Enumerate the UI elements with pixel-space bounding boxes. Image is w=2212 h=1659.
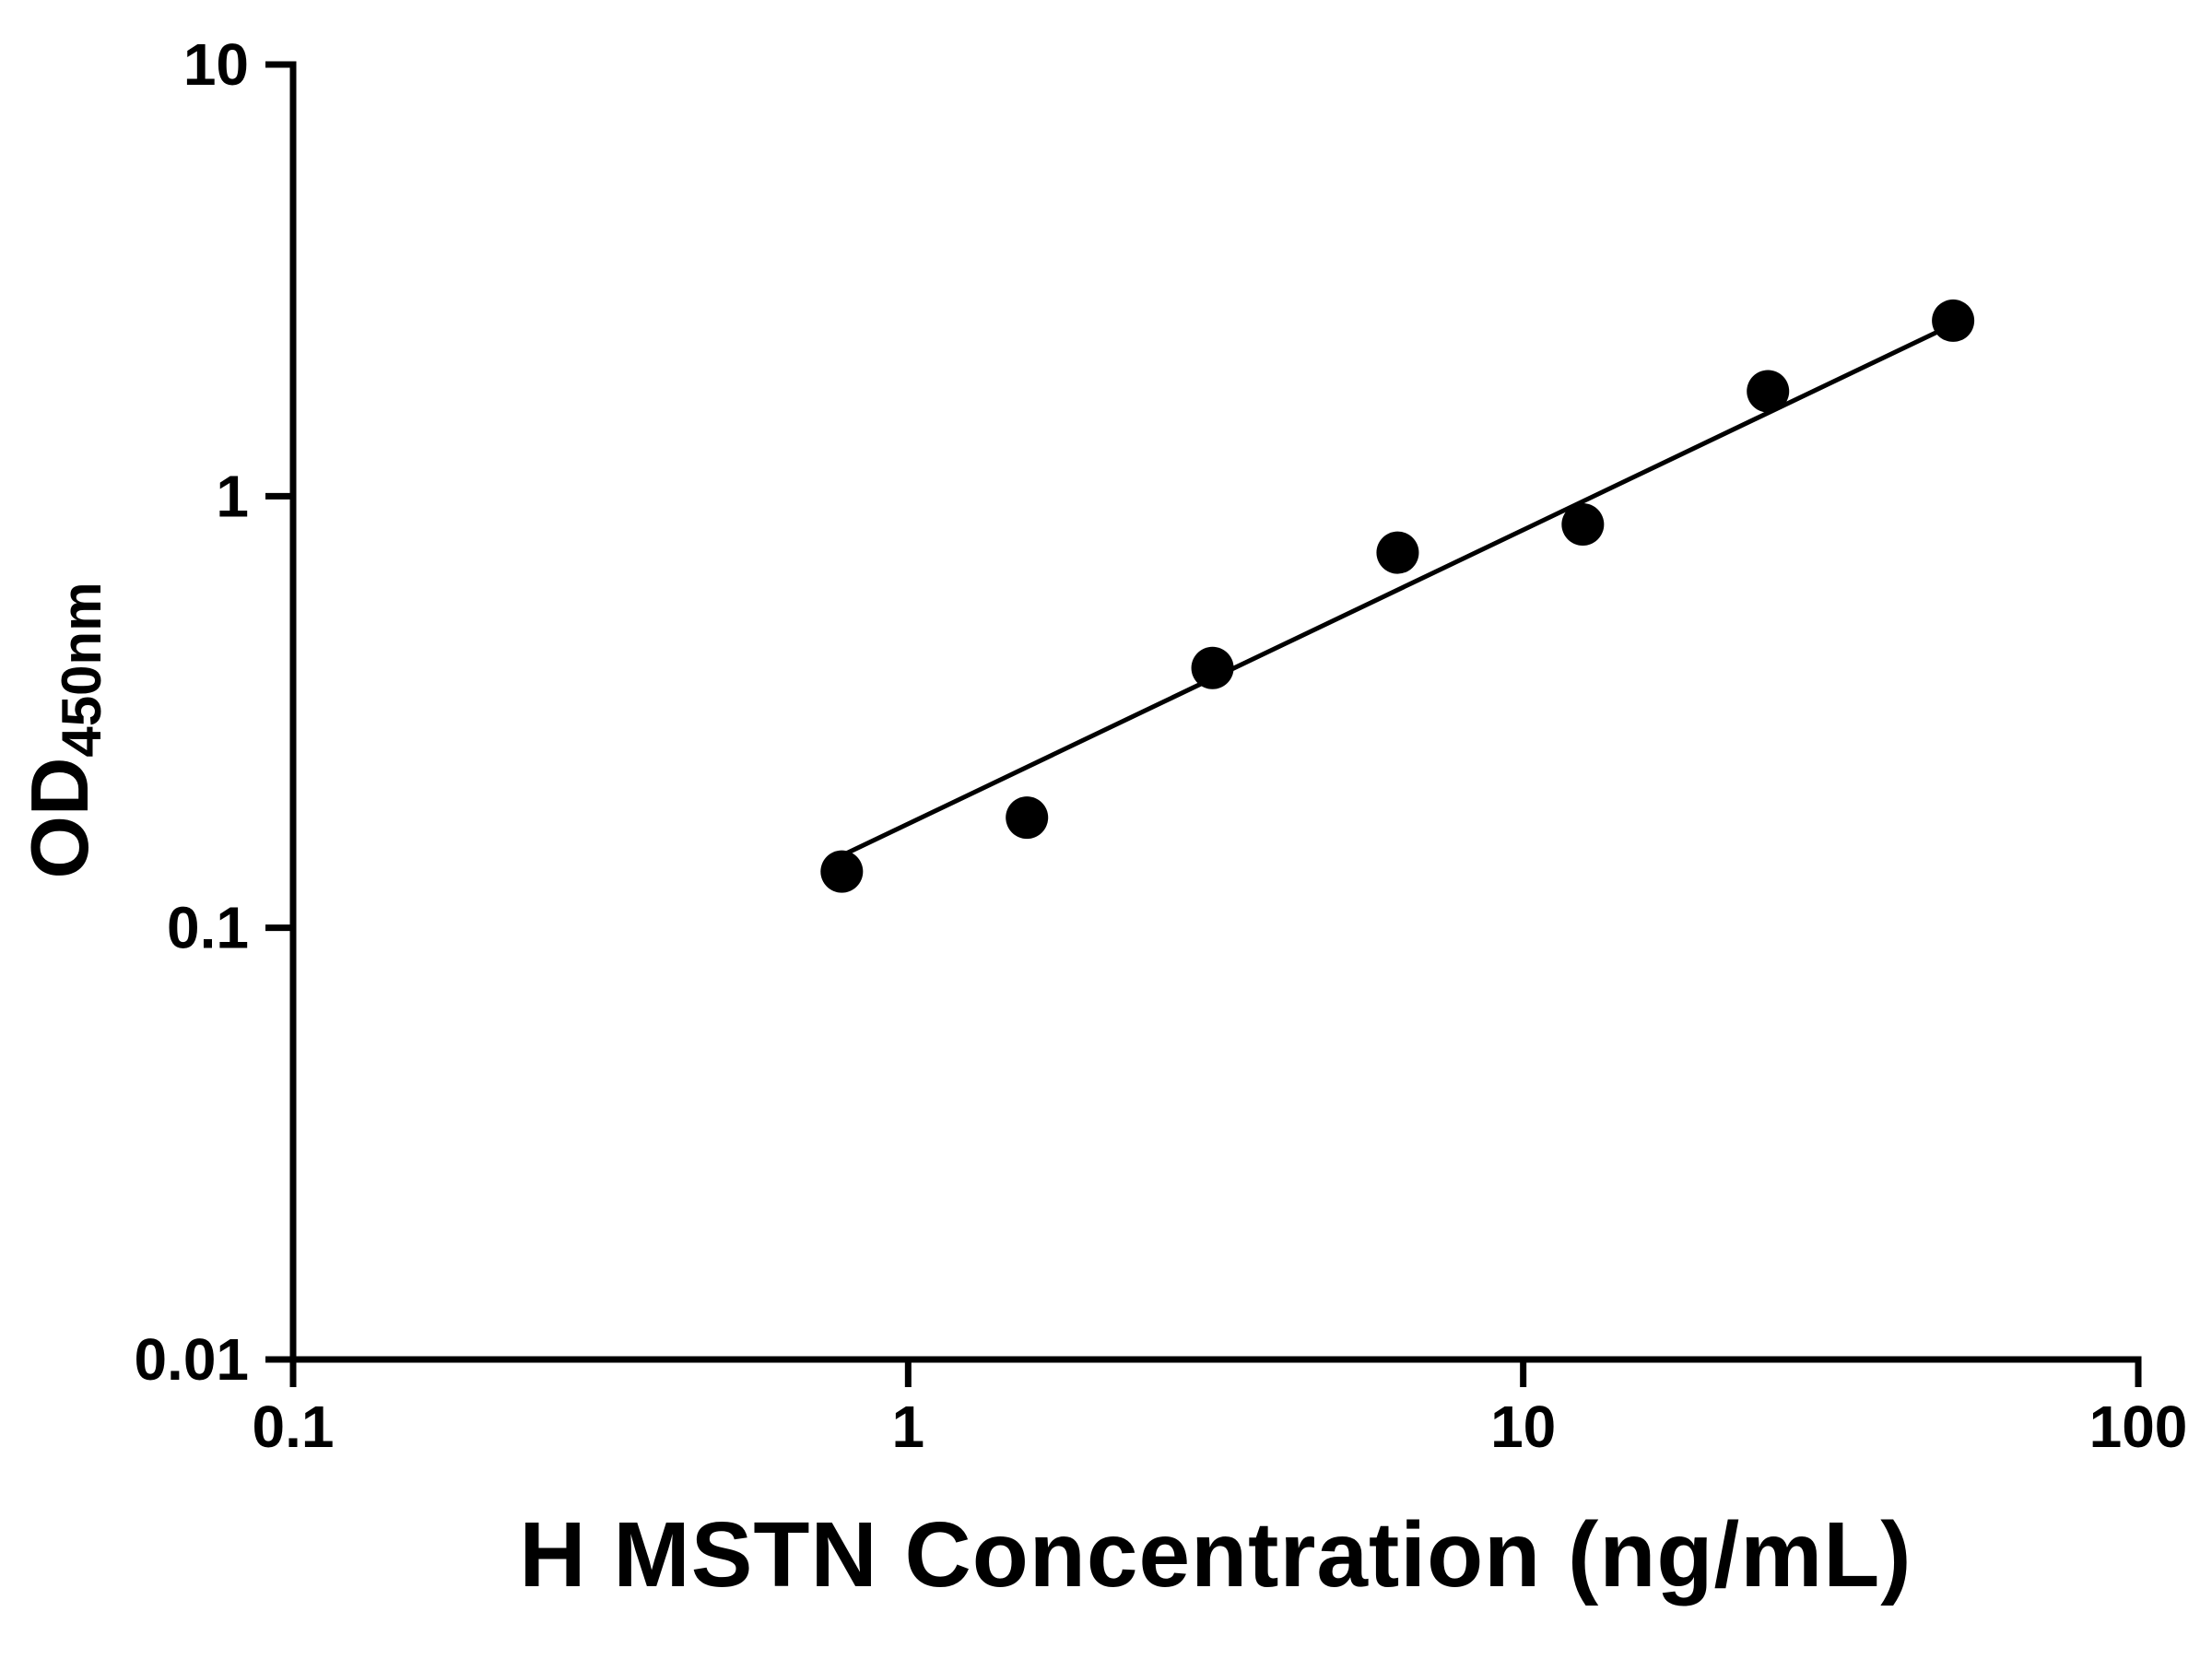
x-tick-label: 1: [892, 1394, 925, 1460]
x-tick-label: 0.1: [253, 1394, 335, 1460]
data-point: [1006, 796, 1049, 840]
data-point: [1191, 646, 1234, 689]
data-point: [820, 850, 864, 893]
x-axis-title: H MSTN Concentration (ng/mL): [519, 1503, 1912, 1606]
x-tick-label: 100: [2089, 1394, 2188, 1460]
y-axis-title: OD450nm: [14, 582, 112, 878]
axes-frame: [289, 61, 2142, 1363]
y-tick-label: 0.01: [134, 1326, 249, 1393]
y-tick-label: 0.1: [167, 895, 249, 961]
y-axis-title-subscript: 450nm: [51, 582, 112, 757]
trend-line: [841, 322, 1955, 858]
y-tick-label: 1: [216, 463, 249, 529]
y-tick-label: 10: [183, 31, 249, 98]
x-tick-label: 10: [1490, 1394, 1556, 1460]
data-point: [1561, 503, 1605, 547]
y-axis-title-main: OD: [14, 758, 105, 879]
data-point: [1932, 299, 1975, 342]
data-point: [1376, 531, 1419, 574]
data-point: [1747, 370, 1790, 413]
